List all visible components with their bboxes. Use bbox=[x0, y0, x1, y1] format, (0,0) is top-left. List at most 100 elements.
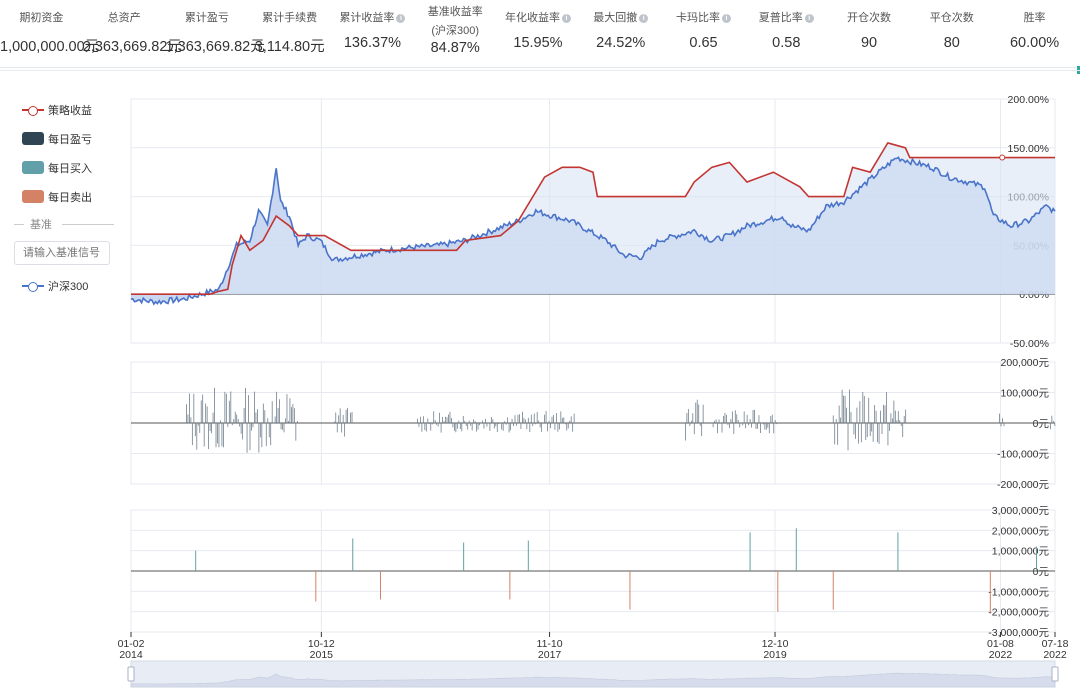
stat-label: 基准收益率 bbox=[427, 6, 483, 18]
zoom-handle-left[interactable] bbox=[127, 666, 135, 682]
x-tick-label: 07-18 bbox=[1042, 638, 1069, 650]
info-icon[interactable]: i bbox=[561, 14, 571, 23]
strategy-line bbox=[131, 141, 1055, 295]
legend-item-daily-buy[interactable]: 每日买入 bbox=[14, 153, 114, 182]
stat-value: 0.65 bbox=[689, 35, 718, 51]
stat-label: 最大回撤 i bbox=[579, 9, 662, 25]
stat-label: 开仓次数 bbox=[847, 12, 892, 24]
legend-box-icon bbox=[22, 132, 44, 145]
legend-line-icon bbox=[22, 104, 44, 116]
y-tick-label: 100,000元 bbox=[1001, 388, 1050, 400]
stat-item: 卡玛比率 i 0.65 bbox=[662, 0, 745, 67]
zoom-preview bbox=[130, 672, 1056, 688]
stat-item: 开仓次数 90 bbox=[828, 0, 911, 67]
x-tick-year: 2014 bbox=[119, 649, 143, 661]
legend-label-benchmark: 沪深300 bbox=[48, 280, 89, 293]
y-tick-label: 200,000元 bbox=[1001, 357, 1050, 369]
stat-label: 累计收益率 i bbox=[331, 9, 414, 25]
x-tick-label: 11-10 bbox=[537, 638, 563, 650]
stat-sublabel: (沪深300) bbox=[431, 25, 480, 37]
x-tick-year: 2017 bbox=[538, 649, 562, 661]
legend-label-daily-sell: 每日卖出 bbox=[48, 191, 92, 204]
chart-svg: 200.00%150.00%100.00%50.00%0.00%-50.00%2… bbox=[118, 94, 1069, 688]
stat-label: 总资产 bbox=[107, 12, 141, 24]
x-tick-label: 10-12 bbox=[308, 638, 335, 650]
y-tick-label: -3,000,000元 bbox=[988, 627, 1049, 639]
x-tick-label: 12-10 bbox=[762, 638, 789, 650]
y-tick-label: 2,000,000元 bbox=[992, 525, 1050, 537]
stat-value: 3,114.80元 bbox=[254, 39, 325, 55]
stat-item: 累计收益率 i 136.37% bbox=[331, 0, 414, 67]
info-icon[interactable]: i bbox=[639, 14, 649, 23]
benchmark-title: 基准 bbox=[30, 219, 52, 231]
stat-value: 136.37% bbox=[343, 35, 402, 51]
stat-item: 平仓次数 80 bbox=[910, 0, 993, 67]
stat-item: 最大回撤 i 24.52% bbox=[579, 0, 662, 67]
x-tick-year: 2022 bbox=[989, 649, 1013, 661]
stats-bar: 期初资金 1,000,000.00元 总资产 2,363,669.82元 累计盈亏 1,3… bbox=[0, 0, 1076, 68]
y-tick-label: 150.00% bbox=[1008, 143, 1049, 155]
stat-value: 2,363,669.82元 bbox=[82, 39, 182, 55]
stat-item: 累计盈亏 1,363,669.82元 bbox=[165, 0, 265, 67]
legend-box-icon bbox=[22, 190, 44, 203]
stat-item: 累计手续费 3,114.80元 bbox=[248, 0, 331, 67]
x-tick-label: 01-08 bbox=[987, 638, 1014, 650]
legend-label-strategy: 策略收益 bbox=[48, 104, 92, 117]
x-tick-label: 01-02 bbox=[118, 638, 145, 650]
stat-value: 84.87% bbox=[430, 40, 480, 56]
stat-label: 期初资金 bbox=[19, 12, 64, 24]
strategy-marker bbox=[999, 154, 1006, 161]
stat-value: 80 bbox=[943, 35, 960, 51]
stat-label: 胜率 bbox=[1023, 12, 1046, 24]
stat-value: 60.00% bbox=[1009, 35, 1060, 51]
stat-label: 平仓次数 bbox=[929, 12, 974, 24]
legend: 策略收益 每日盈亏 每日买入 每日卖出 基准 沪深300 bbox=[14, 95, 114, 300]
stat-label: 累计盈亏 bbox=[184, 12, 229, 24]
stat-item: 年化收益率 i 15.95% bbox=[497, 0, 580, 67]
zoom-handle-right[interactable] bbox=[1051, 666, 1059, 682]
benchmark-line bbox=[130, 156, 1056, 306]
y-tick-label: -200,000元 bbox=[997, 479, 1049, 491]
stat-item: 基准收益率 (沪深300) 84.87% bbox=[414, 0, 497, 67]
y-tick-label: 1,000,000元 bbox=[992, 546, 1050, 558]
legend-label-daily-pnl: 每日盈亏 bbox=[48, 133, 92, 146]
benchmark-section-title: 基准 bbox=[14, 211, 114, 237]
info-icon[interactable]: i bbox=[722, 14, 731, 23]
info-icon[interactable]: i bbox=[804, 14, 814, 23]
y-tick-label: 0元 bbox=[1033, 566, 1050, 578]
stat-item: 总资产 2,363,669.82元 bbox=[82, 0, 182, 67]
stat-value: 24.52% bbox=[596, 35, 646, 51]
stat-value: 90 bbox=[860, 35, 878, 51]
legend-label-daily-buy: 每日买入 bbox=[48, 162, 92, 175]
stat-label: 卡玛比率 i bbox=[662, 9, 745, 25]
legend-item-daily-sell[interactable]: 每日卖出 bbox=[14, 182, 114, 211]
legend-line-icon bbox=[22, 280, 44, 292]
y-tick-label: 200.00% bbox=[1008, 94, 1049, 106]
y-tick-label: 0元 bbox=[1033, 418, 1050, 430]
strategy-area bbox=[131, 142, 1055, 295]
stat-label: 累计手续费 bbox=[262, 12, 318, 24]
stat-item: 夏普比率 i 0.58 bbox=[745, 0, 828, 67]
legend-item-daily-pnl[interactable]: 每日盈亏 bbox=[14, 124, 114, 153]
x-tick-year: 2022 bbox=[1043, 649, 1067, 661]
stat-label: 年化收益率 i bbox=[497, 9, 580, 25]
stat-value: 15.95% bbox=[513, 35, 563, 51]
x-tick-year: 2015 bbox=[310, 649, 334, 661]
y-tick-label: -1,000,000元 bbox=[988, 586, 1049, 598]
stat-value: 1,363,669.82元 bbox=[165, 39, 265, 55]
stat-item: 期初资金 1,000,000.00元 bbox=[0, 0, 100, 67]
legend-item-benchmark[interactable]: 沪深300 bbox=[14, 271, 114, 300]
y-tick-label: 3,000,000元 bbox=[992, 505, 1050, 517]
legend-box-icon bbox=[22, 161, 44, 174]
legend-item-strategy[interactable]: 策略收益 bbox=[14, 95, 114, 124]
benchmark-input[interactable] bbox=[14, 241, 110, 265]
stat-label: 夏普比率 i bbox=[745, 9, 828, 25]
backtest-chart: 200.00%150.00%100.00%50.00%0.00%-50.00%2… bbox=[0, 70, 1080, 692]
x-tick-year: 2019 bbox=[763, 649, 787, 661]
stat-item: 胜率 60.00% bbox=[993, 0, 1076, 67]
y-tick-label: -50.00% bbox=[1010, 338, 1049, 350]
stat-value: 1,000,000.00元 bbox=[0, 39, 100, 55]
stat-value: 0.58 bbox=[772, 35, 801, 51]
info-icon[interactable]: i bbox=[396, 14, 406, 23]
y-tick-label: -2,000,000元 bbox=[988, 607, 1049, 619]
